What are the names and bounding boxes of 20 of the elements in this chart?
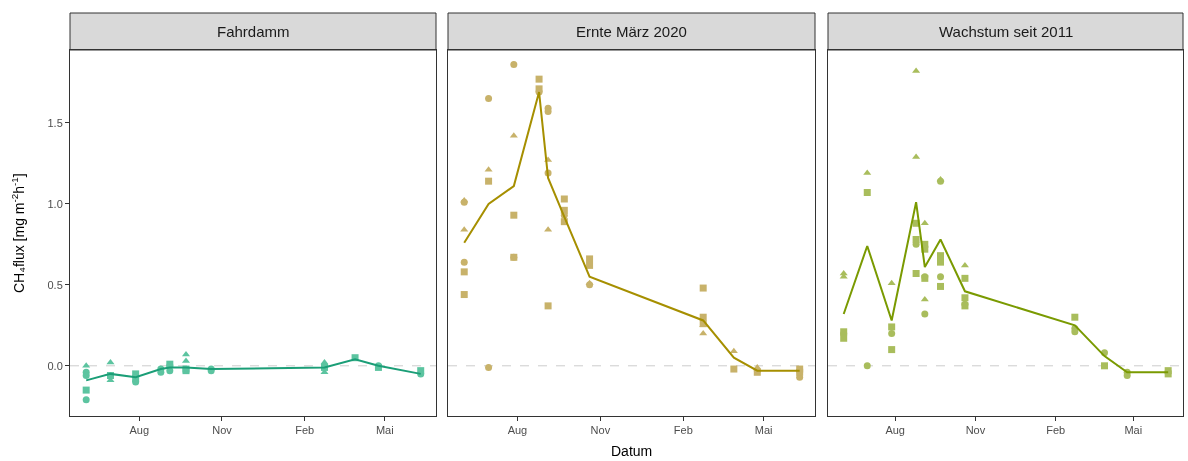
- x-tick-label: Aug: [885, 424, 905, 437]
- x-tick-label: Mai: [1124, 424, 1143, 437]
- x-tick-label: Feb: [673, 424, 693, 437]
- y-tick-label: 0.0: [47, 359, 63, 372]
- x-tick-label: Nov: [965, 424, 986, 437]
- x-tick-label: Mai: [754, 424, 773, 437]
- chart-title: Wachstum seit 2011: [939, 23, 1074, 40]
- x-axis-title: Datum: [611, 443, 653, 459]
- x-tick-label: Nov: [212, 424, 233, 437]
- x-tick-label: Feb: [1046, 424, 1066, 437]
- x-tick-label: Aug: [507, 424, 528, 437]
- chart-title: Fahrdamm: [217, 23, 290, 40]
- chart-title: Ernte März 2020: [576, 23, 687, 40]
- x-tick-label: Mai: [375, 424, 394, 437]
- x-tick-label: Aug: [129, 424, 150, 437]
- y-tick-label: 0.5: [47, 278, 63, 291]
- x-tick-label: Nov: [590, 424, 611, 437]
- y-tick-label: 1.0: [47, 197, 63, 210]
- x-tick-label: Feb: [295, 424, 315, 437]
- y-tick-label: 1.5: [47, 116, 63, 129]
